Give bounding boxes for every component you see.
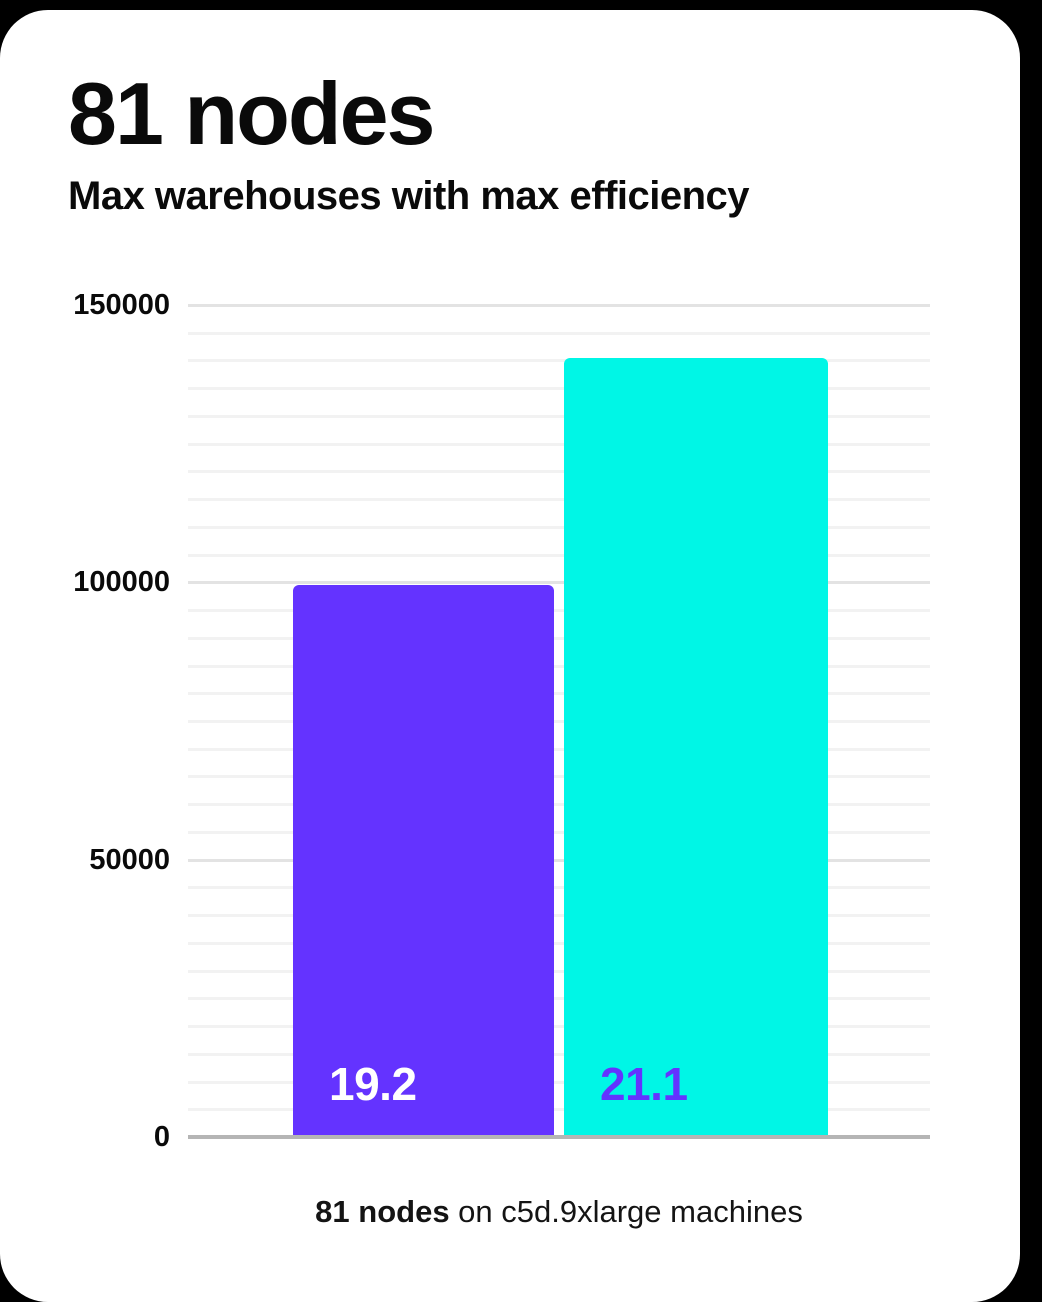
bar-chart-plot-area: 19.2 21.1	[188, 304, 930, 1137]
bar-value-label: 21.1	[600, 1058, 688, 1110]
minor-gridline	[188, 664, 930, 668]
x-axis-baseline	[188, 1135, 930, 1139]
y-axis-tick-label: 50000	[89, 843, 170, 876]
minor-gridline	[188, 387, 930, 391]
y-axis-tick-label: 150000	[73, 289, 170, 321]
major-gridline	[188, 581, 930, 585]
minor-gridline	[188, 1052, 930, 1056]
minor-gridline	[188, 830, 930, 834]
chart-card: 81 nodes Max warehouses with max efficie…	[0, 10, 1020, 1302]
minor-gridline	[188, 997, 930, 1001]
major-gridline	[188, 304, 930, 307]
minor-gridline	[188, 914, 930, 918]
minor-gridline	[188, 747, 930, 751]
minor-gridline	[188, 442, 930, 446]
caption-highlight: 81 nodes	[315, 1194, 450, 1229]
page-title: 81 nodes	[68, 64, 435, 163]
minor-gridline	[188, 331, 930, 335]
minor-gridline	[188, 1025, 930, 1029]
minor-gridline	[188, 414, 930, 418]
y-axis-tick-label: 100000	[73, 566, 170, 599]
y-axis-tick-label: 0	[153, 1121, 170, 1153]
bar-19.2: 19.2	[293, 585, 554, 1137]
minor-gridline	[188, 553, 930, 557]
minor-gridline	[188, 775, 930, 779]
minor-gridline	[188, 1080, 930, 1084]
minor-gridline	[188, 525, 930, 529]
bar-21.1: 21.1	[564, 358, 828, 1137]
minor-gridline	[188, 470, 930, 474]
minor-gridline	[188, 692, 930, 696]
minor-gridline	[188, 636, 930, 640]
minor-gridline	[188, 720, 930, 723]
caption-rest: on c5d.9xlarge machines	[449, 1194, 803, 1229]
minor-gridline	[188, 969, 930, 973]
minor-gridline	[188, 498, 930, 502]
chart-caption: 81 nodes on c5d.9xlarge machines	[188, 1192, 930, 1232]
minor-gridline	[188, 609, 930, 613]
minor-gridline	[188, 886, 930, 890]
minor-gridline	[188, 359, 930, 363]
page-subtitle: Max warehouses with max efficiency	[68, 174, 750, 218]
bar-value-label: 19.2	[329, 1058, 417, 1110]
minor-gridline	[188, 803, 930, 807]
minor-gridline	[188, 1108, 930, 1112]
major-gridline	[188, 858, 930, 862]
minor-gridline	[188, 941, 930, 945]
